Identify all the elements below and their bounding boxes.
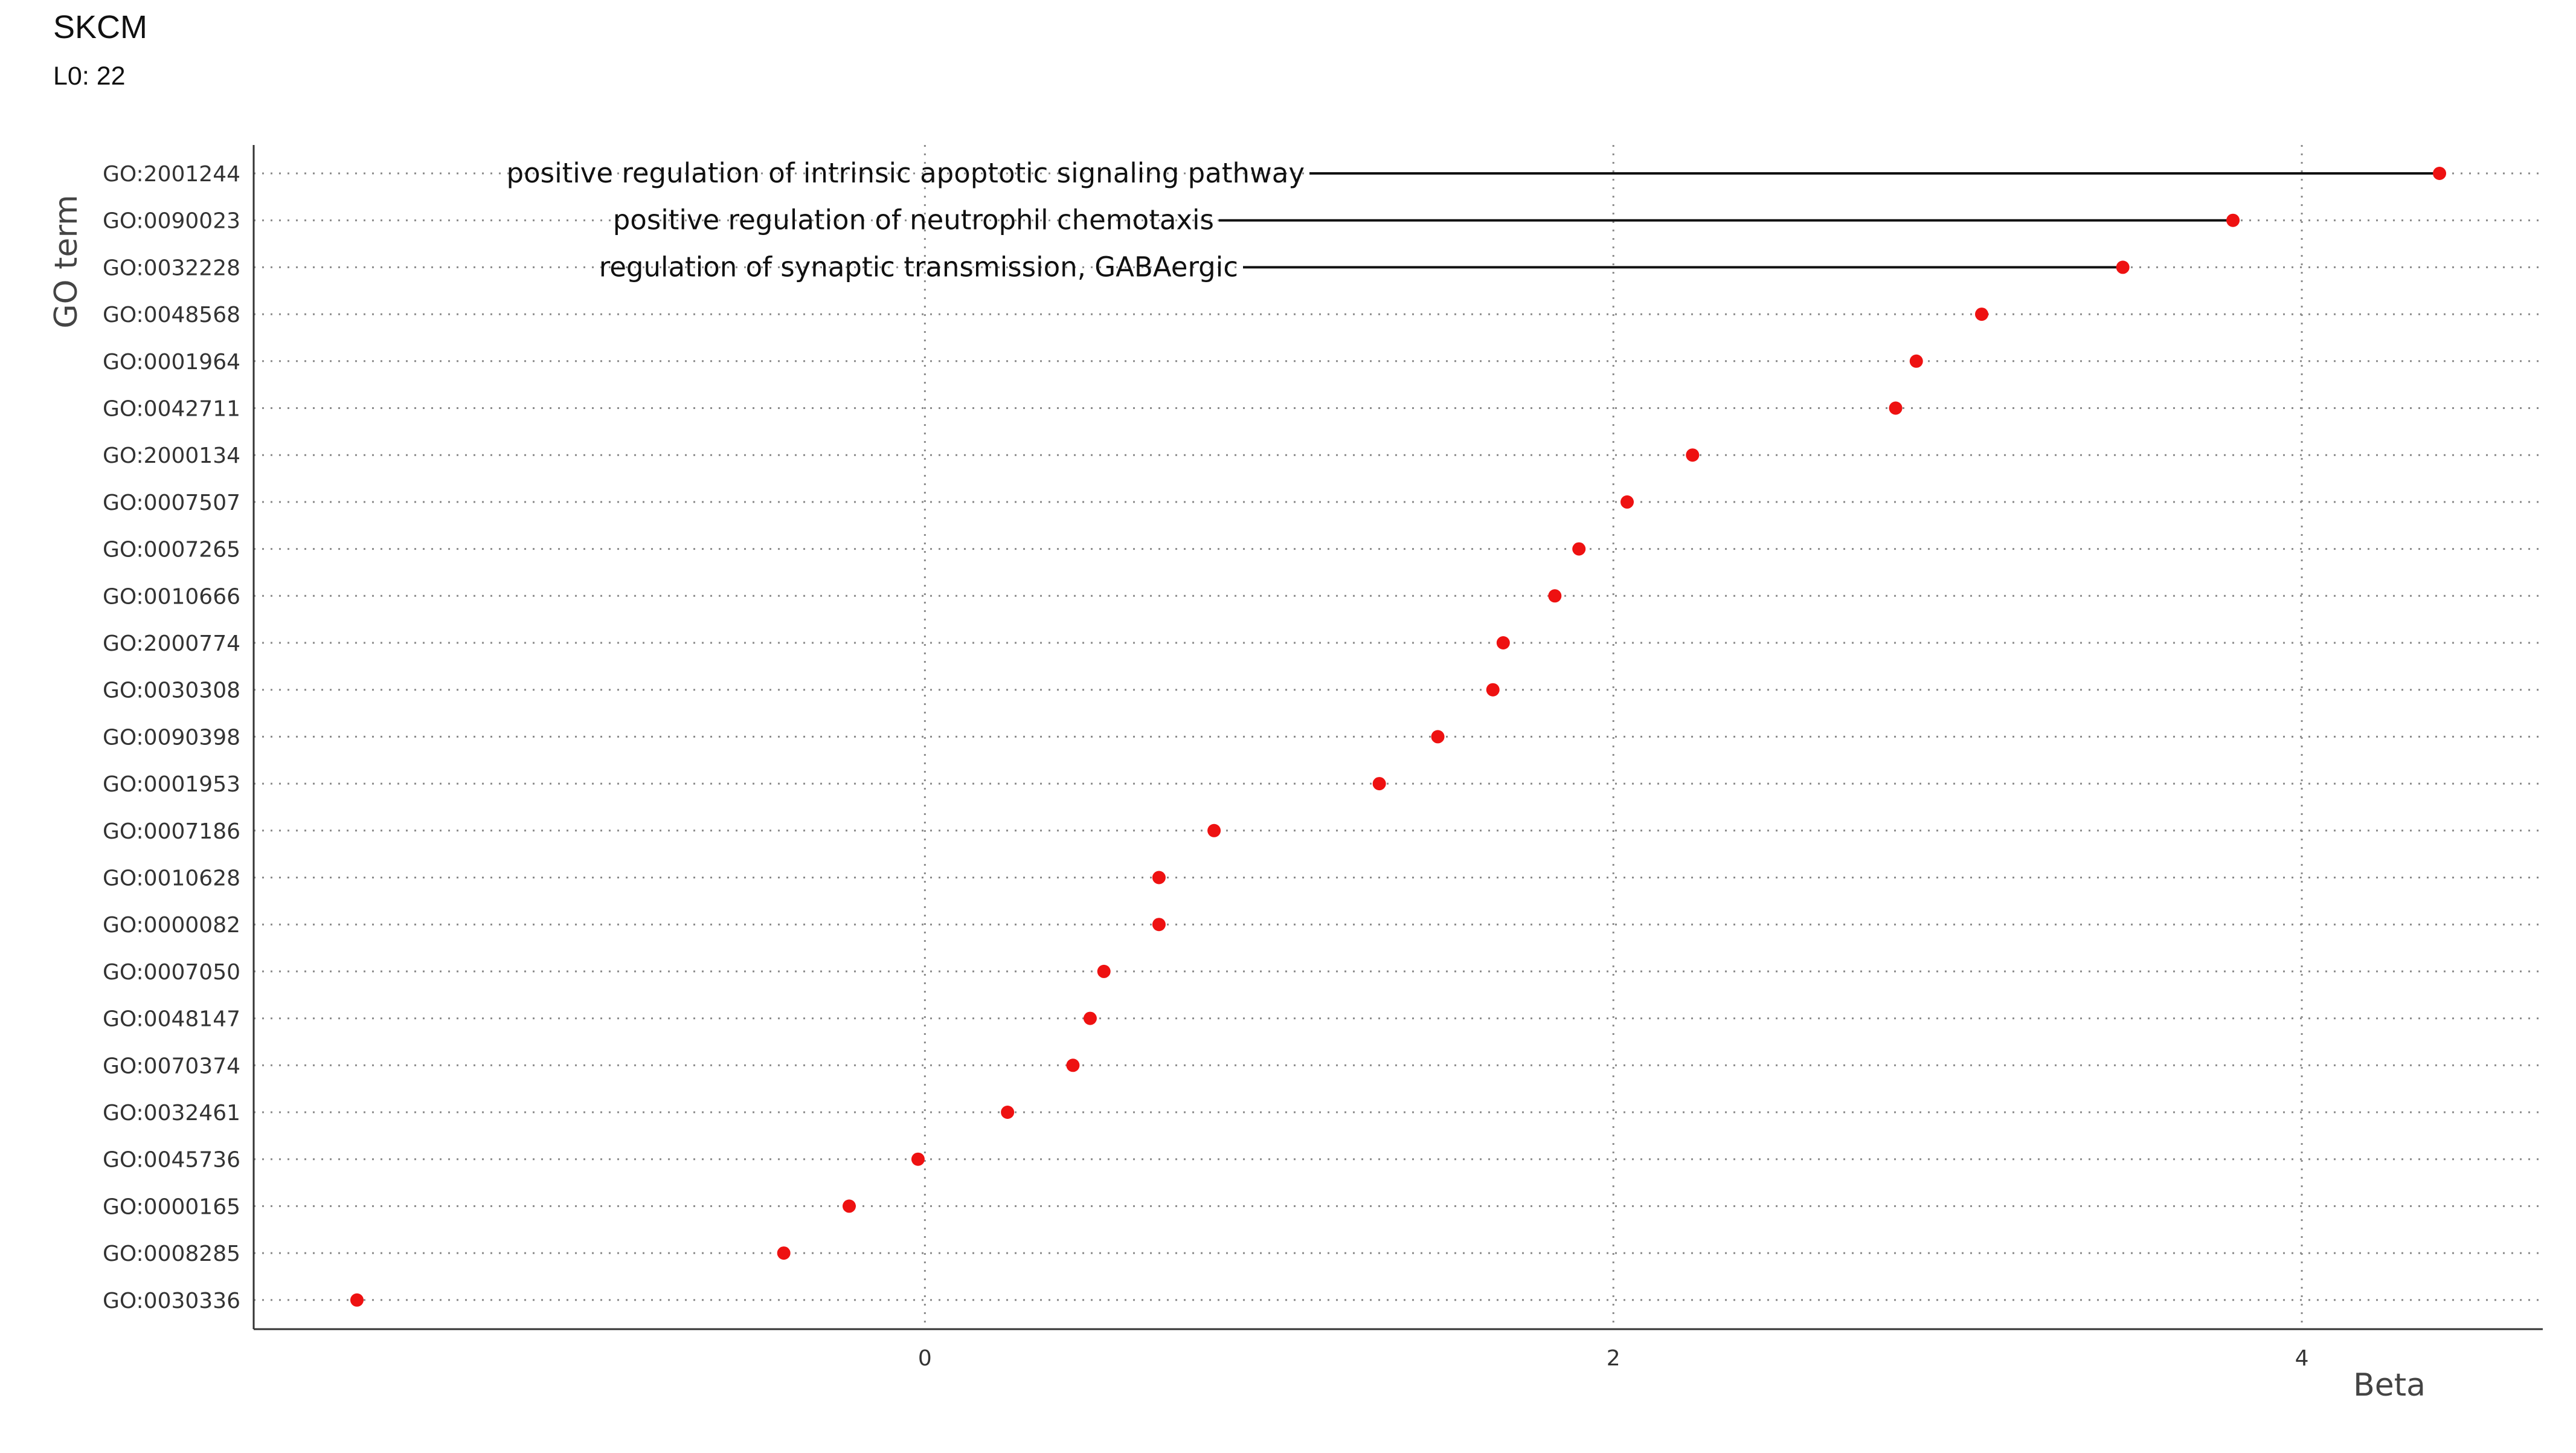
x-tick-label: 0 — [918, 1346, 932, 1371]
annotation-label: positive regulation of neutrophil chemot… — [613, 204, 1214, 236]
y-tick-label: GO:0007507 — [103, 491, 240, 515]
data-point — [1909, 354, 1923, 368]
y-tick-label: GO:0007050 — [103, 960, 240, 985]
data-point — [842, 1199, 856, 1213]
y-tick-label: GO:0048147 — [103, 1007, 240, 1032]
x-tick-label: 4 — [2295, 1346, 2309, 1371]
y-tick-label: GO:0010666 — [103, 584, 240, 609]
y-tick-label: GO:2000774 — [103, 631, 240, 656]
data-point — [1620, 495, 1634, 509]
chart-title: SKCM — [53, 9, 147, 45]
data-point — [1372, 777, 1386, 791]
y-tick-label: GO:0030308 — [103, 678, 240, 703]
y-tick-label: GO:2001244 — [103, 162, 240, 187]
y-tick-label: GO:0070374 — [103, 1054, 240, 1078]
data-point — [2433, 167, 2447, 180]
y-tick-label: GO:0045736 — [103, 1148, 240, 1173]
data-point — [1207, 823, 1221, 837]
y-axis-title: GO term — [48, 195, 85, 328]
data-point — [1066, 1058, 1080, 1072]
y-tick-label: GO:0032228 — [103, 256, 240, 280]
data-point — [1686, 448, 1700, 462]
x-axis-title: Beta — [2353, 1367, 2426, 1403]
y-tick-label: GO:0001953 — [103, 772, 240, 797]
y-tick-label: GO:0007265 — [103, 538, 240, 562]
point-layer — [350, 167, 2447, 1307]
data-point — [1548, 589, 1562, 603]
data-point — [1083, 1011, 1097, 1025]
data-point — [1486, 683, 1500, 697]
y-tick-label: GO:0007186 — [103, 819, 240, 844]
data-point — [777, 1246, 791, 1260]
y-tick-label: GO:0042711 — [103, 397, 240, 422]
y-tick-label: GO:0010628 — [103, 866, 240, 891]
annotation-label: regulation of synaptic transmission, GAB… — [599, 251, 1238, 283]
y-tick-label: GO:0008285 — [103, 1242, 240, 1266]
y-tick-label: GO:0001964 — [103, 350, 240, 375]
y-tick-label: GO:0000165 — [103, 1194, 240, 1219]
data-point — [2116, 260, 2130, 274]
data-point — [1001, 1106, 1015, 1119]
data-point — [1496, 636, 1510, 649]
y-tick-label: GO:0048568 — [103, 303, 240, 327]
y-tick-label: GO:0000082 — [103, 913, 240, 938]
data-point — [1572, 542, 1586, 556]
annotation-layer: positive regulation of intrinsic apoptot… — [507, 157, 2440, 283]
data-point — [1152, 871, 1166, 884]
y-tick-label: GO:0030336 — [103, 1289, 240, 1313]
grid-layer — [254, 145, 2543, 1329]
chart-subtitle: L0: 22 — [53, 62, 126, 91]
axis-layer: 0 2 4 GO:2001244 GO:0090023 GO:0032228 GO:0048… — [103, 145, 2543, 1371]
data-point — [1097, 964, 1111, 978]
data-point — [350, 1293, 364, 1307]
annotation-label: positive regulation of intrinsic apoptot… — [507, 157, 1305, 189]
y-tick-label: GO:0090023 — [103, 209, 240, 234]
y-tick-label: GO:0090398 — [103, 725, 240, 750]
data-point — [2226, 213, 2240, 227]
x-tick-label: 2 — [1607, 1346, 1620, 1371]
data-point — [1152, 918, 1166, 932]
data-point — [1889, 401, 1903, 415]
data-point — [911, 1152, 925, 1166]
y-tick-label: GO:0032461 — [103, 1101, 240, 1126]
y-tick-label: GO:2000134 — [103, 443, 240, 468]
data-point — [1431, 730, 1445, 744]
data-point — [1975, 308, 1989, 321]
